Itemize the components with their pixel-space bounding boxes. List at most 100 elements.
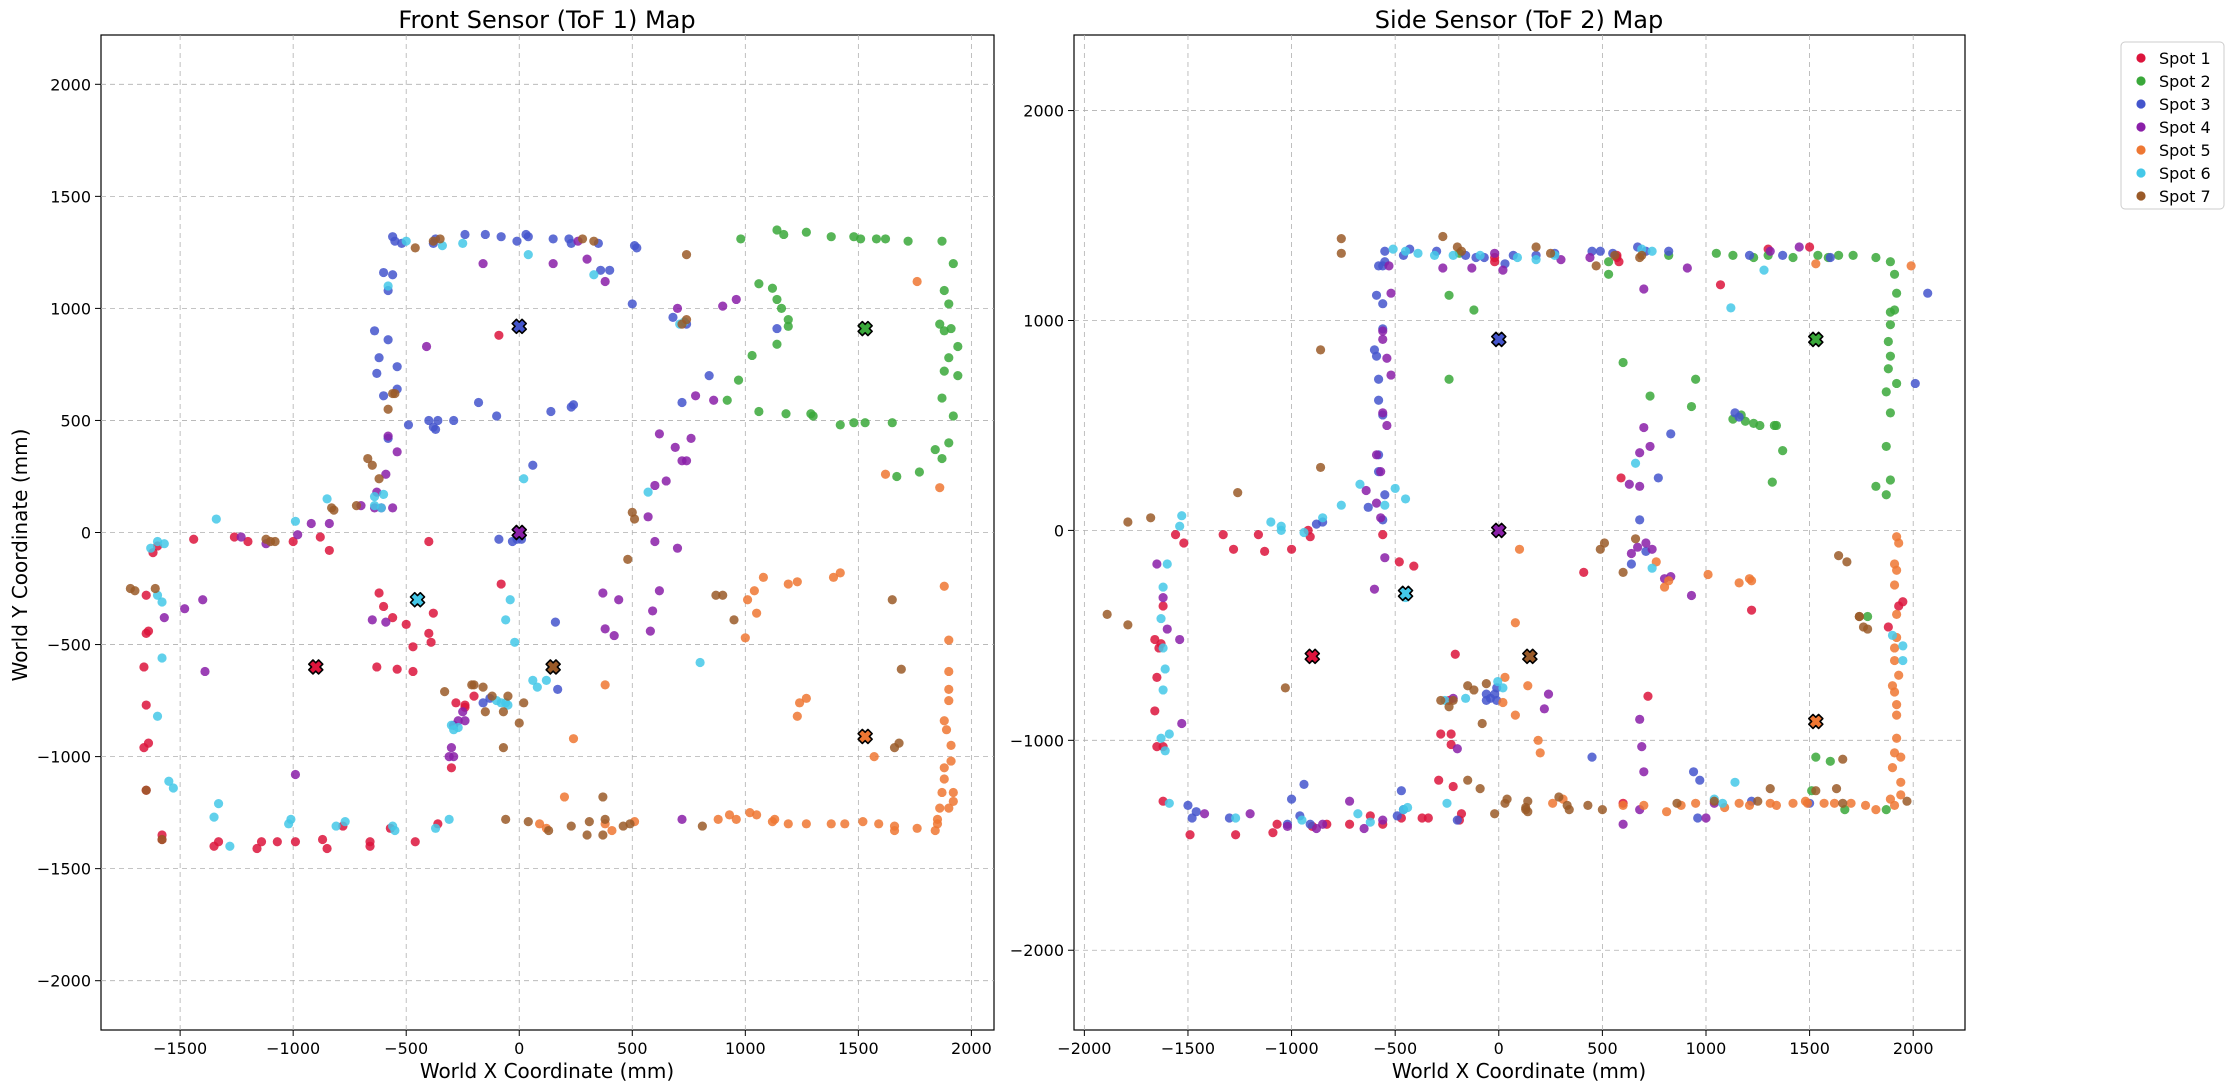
spot-4-point xyxy=(690,391,701,401)
spot-5-point xyxy=(742,595,753,605)
spot-7-point xyxy=(577,234,588,244)
spot-3-point xyxy=(383,335,393,345)
spot-6-point xyxy=(1493,676,1503,687)
spot-3-point xyxy=(433,415,443,426)
spot-3-point xyxy=(1778,250,1788,261)
spot-6-point xyxy=(1461,693,1471,703)
spot-6-point xyxy=(1158,582,1168,592)
spot-7-point xyxy=(544,825,554,836)
spot-1-point xyxy=(1253,529,1264,540)
front-x-tick-label: 0 xyxy=(514,1039,524,1058)
spot-3-point xyxy=(1730,408,1740,418)
spot-5-point xyxy=(939,763,949,773)
spot-2-point xyxy=(772,294,782,305)
spot-6-point xyxy=(1512,252,1523,263)
spot-3-point xyxy=(1481,689,1491,699)
spot-4-point xyxy=(1384,261,1394,271)
spot-4-point xyxy=(686,433,696,443)
spot-7-point xyxy=(1500,798,1510,808)
spot-3-point xyxy=(605,265,615,275)
front-x-axis-label: World X Coordinate (mm) xyxy=(420,1059,674,1083)
spot-1-point xyxy=(143,738,154,748)
spot-2-point xyxy=(953,371,963,381)
spot-3-point xyxy=(1666,429,1676,439)
spot-7-point xyxy=(729,615,739,625)
spot-4-point xyxy=(381,617,391,627)
spot-7-point xyxy=(1475,783,1485,794)
spot-2-point xyxy=(1848,250,1858,261)
spot-1-point xyxy=(288,536,298,547)
spot-4-point xyxy=(1637,742,1647,752)
spot-7-point xyxy=(1842,557,1852,567)
spot-6-point xyxy=(1164,798,1174,808)
spot-7-point xyxy=(1438,231,1448,242)
spot-6-point xyxy=(1158,643,1168,653)
spot-4-point xyxy=(1624,479,1634,489)
spot-5-point xyxy=(1514,544,1525,554)
spot-1-point xyxy=(1228,544,1239,554)
spot-4-point xyxy=(718,301,728,311)
spot-6-point xyxy=(458,238,468,249)
spot-4-point xyxy=(1152,559,1162,569)
spot-1-point xyxy=(252,843,262,854)
spot-4-point xyxy=(421,341,432,352)
spot-4-point xyxy=(1376,513,1386,523)
spot-7-point xyxy=(711,590,721,600)
spot-1-point xyxy=(365,841,375,851)
spot-4-point xyxy=(1245,809,1255,819)
spot-6-point xyxy=(695,657,705,668)
spot-7-point xyxy=(498,743,509,753)
spot-5-point xyxy=(858,816,868,827)
spot-5-point xyxy=(792,711,802,721)
spot-5-point xyxy=(948,796,958,807)
spot-6-point xyxy=(1400,494,1411,504)
spot-7-point xyxy=(367,460,377,470)
spot-2-point xyxy=(733,375,744,385)
spot-3-point xyxy=(1380,490,1390,500)
spot-4-point xyxy=(1369,584,1380,594)
spot-5-point xyxy=(874,819,884,829)
spot-6-legend-label: Spot 6 xyxy=(2159,164,2211,183)
spot-2-point xyxy=(1618,357,1628,368)
spot-1-point xyxy=(324,545,334,556)
spot-4-point xyxy=(388,503,398,513)
spot-6-point xyxy=(390,825,400,836)
spot-7-point xyxy=(1444,702,1454,712)
spot-6-point xyxy=(1318,513,1328,523)
spot-2-point xyxy=(1825,756,1835,766)
spot-2-center-marker xyxy=(1808,331,1824,348)
spot-1-point xyxy=(1394,557,1404,567)
spot-2-point xyxy=(1892,378,1902,389)
spot-3-point xyxy=(1311,519,1322,529)
spot-7-point xyxy=(1597,804,1607,815)
spot-7-point xyxy=(1831,783,1842,794)
front-y-tick-label: −1000 xyxy=(37,748,91,767)
spot-2-point xyxy=(826,232,836,242)
spot-6-point xyxy=(1717,798,1728,808)
spot-4-point xyxy=(645,626,655,636)
spot-4-point xyxy=(1635,448,1645,458)
spot-6-point xyxy=(589,270,599,280)
spot-6-point xyxy=(444,814,454,824)
spot-5-point xyxy=(1639,800,1649,810)
spot-5-point xyxy=(1829,798,1840,808)
spot-7-point xyxy=(618,821,628,831)
spot-5-point xyxy=(1535,748,1545,758)
spot-2-point xyxy=(944,353,954,363)
spot-7-point xyxy=(125,583,135,594)
spot-4-point xyxy=(1765,246,1775,256)
spot-5-point xyxy=(1500,672,1510,682)
spot-7-point xyxy=(1591,261,1601,271)
spot-7-point xyxy=(1456,246,1467,256)
spot-5-point xyxy=(1664,576,1674,586)
spot-7-point xyxy=(1436,695,1446,706)
spot-3-point xyxy=(1688,767,1699,777)
spot-7-center-marker xyxy=(1522,648,1538,665)
spot-1-point xyxy=(141,590,151,600)
spot-4-point xyxy=(1618,819,1628,829)
spot-6-point xyxy=(1898,655,1908,666)
front-y-tick-label: 0 xyxy=(81,524,91,543)
spot-4-point xyxy=(1177,718,1187,729)
spot-3-point xyxy=(430,424,441,435)
spot-2-point xyxy=(1885,408,1896,418)
